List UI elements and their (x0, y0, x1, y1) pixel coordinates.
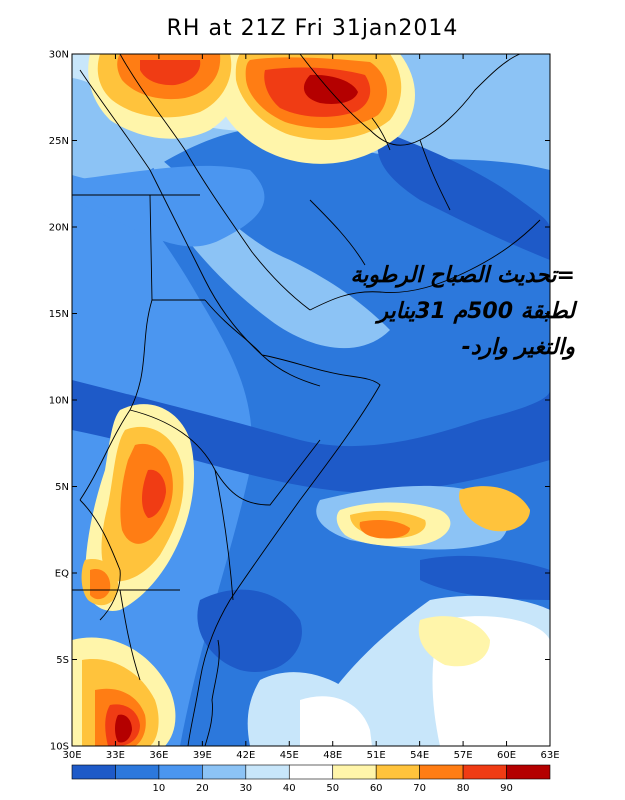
lat-label: 5N (55, 482, 69, 493)
colorbar-swatch (115, 764, 160, 780)
lon-label: 36E (149, 750, 168, 761)
lat-label: 30N (49, 50, 69, 61)
colorbar-swatch (419, 764, 464, 780)
lon-label: 30E (62, 750, 81, 761)
annotation-line-3: والتغير وارد- (461, 335, 575, 360)
colorbar-swatch (202, 764, 247, 780)
annotation-line-2: لطبقة 500م 31يناير (377, 299, 575, 324)
colorbar-label: 90 (500, 783, 513, 794)
colorbar-swatch (332, 764, 377, 780)
longitude-axis: 30E 33E 36E 39E 42E 45E 48E 51E 54E 57E 60E 63E (62, 54, 560, 761)
colorbar-swatch (375, 764, 420, 780)
lat-label: 10S (50, 742, 69, 753)
lon-label: 57E (454, 750, 473, 761)
colorbar-label: 10 (153, 783, 166, 794)
annotation-line-1: =تحديث الصباح الرطوبة (350, 263, 575, 288)
coastlines (72, 54, 541, 746)
colorbar-label: 40 (283, 783, 296, 794)
lon-label: 54E (410, 750, 429, 761)
colorbar-swatch (506, 764, 551, 780)
colorbar-label: 60 (370, 783, 383, 794)
colorbar-label: 50 (326, 783, 339, 794)
lon-label: 51E (367, 750, 386, 761)
colorbar-label: 30 (239, 783, 252, 794)
arabic-annotation: =تحديث الصباح الرطوبة لطبقة 500م 31يناير… (300, 258, 575, 366)
humidity-field (72, 54, 550, 746)
colorbar-label: 70 (413, 783, 426, 794)
lat-label: EQ (55, 569, 69, 580)
colorbar-swatch (71, 764, 116, 780)
lat-label: 20N (49, 223, 69, 234)
lon-label: 42E (236, 750, 255, 761)
colorbar-label: 20 (196, 783, 209, 794)
lat-label: 25N (49, 136, 69, 147)
lon-label: 39E (193, 750, 212, 761)
colorbar-label: 80 (457, 783, 470, 794)
colorbar-swatch (158, 764, 203, 780)
lat-label: 10N (49, 396, 69, 407)
colorbar-swatch (462, 764, 507, 780)
lon-label: 63E (540, 750, 559, 761)
colorbar: 10 20 30 40 50 60 70 80 90 (71, 764, 551, 794)
lon-label: 48E (323, 750, 342, 761)
map-title: RH at 21Z Fri 31jan2014 (166, 16, 459, 41)
lon-label: 45E (280, 750, 299, 761)
lon-label: 60E (497, 750, 516, 761)
lon-label: 33E (106, 750, 125, 761)
lat-label: 15N (49, 309, 69, 320)
colorbar-swatch (288, 764, 334, 780)
colorbar-swatch (245, 764, 290, 780)
latitude-axis: 30N 25N 20N 15N 10N 5N EQ 5S 10S (49, 50, 550, 753)
lat-label: 5S (56, 655, 69, 666)
